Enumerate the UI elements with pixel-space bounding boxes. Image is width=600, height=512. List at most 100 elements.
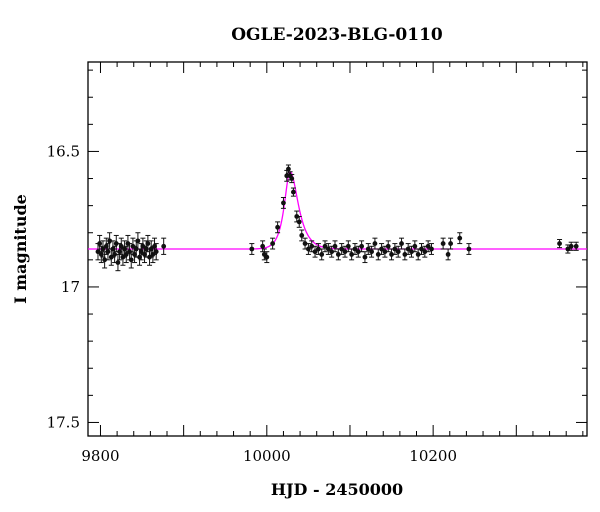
data-marker [385,243,391,249]
data-marker [339,246,345,252]
data-marker [355,249,361,255]
data-marker [302,241,308,246]
data-marker [399,241,404,246]
data-point [322,240,328,253]
data-marker [291,189,296,195]
y-axis-label: I magnitude [11,194,30,304]
data-marker [359,243,365,249]
data-marker [429,246,434,252]
data-marker [249,246,255,252]
data-point [445,248,451,261]
data-marker [102,257,108,263]
x-tick-label: 10000 [243,447,291,465]
y-tick-label: 17 [61,278,80,296]
data-point [299,229,305,242]
data-marker [275,224,281,230]
data-point [335,248,341,261]
data-point [319,248,325,261]
data-marker [409,249,414,255]
data-point [315,243,321,255]
x-tick-label: 9800 [81,447,119,465]
data-marker [379,246,384,252]
data-marker [319,252,325,257]
data-point [290,187,296,197]
data-point [289,173,295,184]
data-marker [375,252,381,257]
data-point [249,243,255,255]
data-point [395,245,401,258]
plot-area [87,61,588,437]
data-marker [557,241,562,246]
data-marker [123,252,129,257]
data-marker [161,243,167,249]
data-marker [115,260,121,265]
data-point [385,240,391,253]
data-point [270,237,276,250]
data-point [418,243,424,255]
data-marker [402,252,408,257]
data-marker [260,243,266,249]
data-marker [335,252,341,257]
x-tick-label: 10200 [409,447,457,465]
data-marker [113,241,119,246]
data-point [428,243,434,255]
data-point [369,245,375,258]
data-point [412,240,418,253]
data-marker [568,243,574,249]
data-point [422,245,428,258]
data-point [466,243,472,255]
data-point [425,240,431,253]
data-point [355,245,361,258]
data-marker [412,243,418,249]
data-point [305,243,311,255]
data-point [325,243,331,255]
chart-title: OGLE-2023-BLG-0110 [231,25,443,45]
data-marker [419,246,424,252]
data-point [557,239,563,249]
model-curve [88,171,587,250]
data-points-group [95,164,579,272]
data-marker [284,173,290,179]
data-marker [281,200,286,206]
data-marker [425,243,431,249]
data-point [409,245,415,258]
data-marker [415,252,421,257]
data-point [260,240,266,253]
data-point [365,243,371,255]
data-marker [100,246,106,252]
data-marker [305,246,311,252]
data-marker [112,252,118,257]
data-point [97,234,103,253]
data-point [402,248,408,261]
data-point [312,245,318,258]
axis-ticks [88,62,587,436]
data-point [389,248,395,261]
data-point [457,232,463,245]
data-point [375,248,381,261]
data-point [379,243,385,255]
data-marker [97,241,103,246]
data-marker [309,243,315,249]
y-tick-label: 17.5 [47,413,80,431]
data-marker [365,246,371,252]
data-marker [299,233,305,238]
data-point [302,237,308,250]
data-marker [135,238,141,244]
data-marker [332,243,338,249]
data-marker [145,241,151,246]
data-marker [322,243,328,249]
data-point [392,243,398,255]
data-marker [372,241,378,246]
data-marker [389,252,394,257]
data-point [280,197,286,209]
data-point [332,240,338,253]
data-marker [315,246,321,252]
data-point [296,215,302,228]
data-marker [105,249,111,255]
data-point [161,237,167,255]
data-marker [289,176,295,181]
data-marker [440,241,446,246]
data-marker [128,257,134,263]
x-tick-labels: 9800 10000 10200 [81,447,457,465]
